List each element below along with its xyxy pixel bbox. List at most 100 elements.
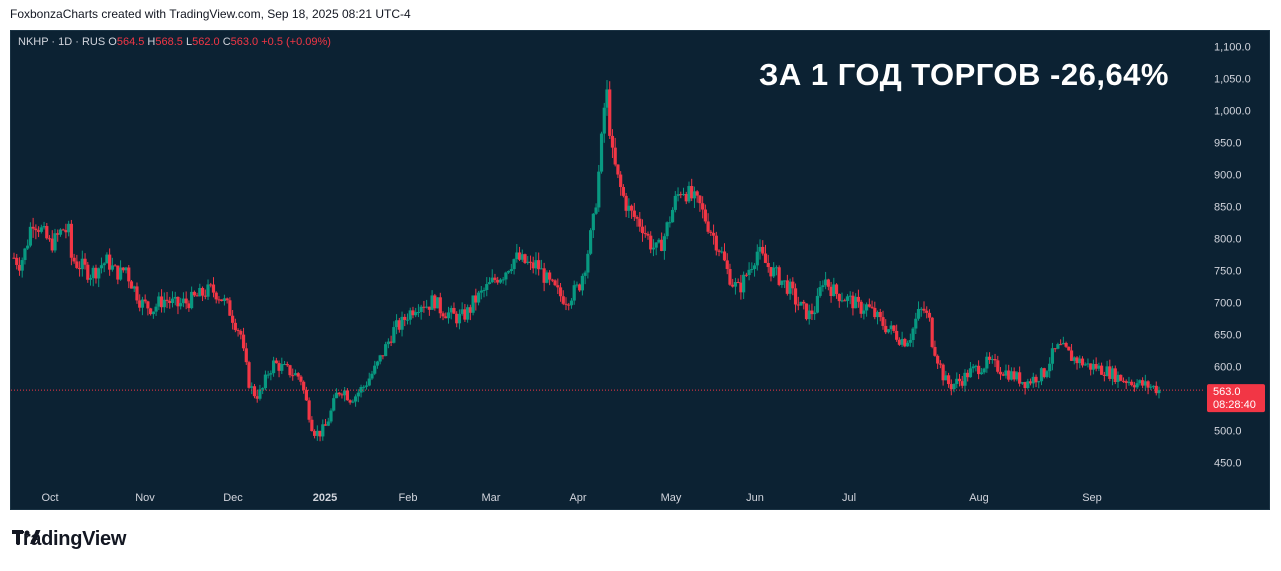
high-value: 568.5 [155,36,183,48]
candle-body [963,372,967,386]
candle-body [389,341,393,343]
candle-body [1053,348,1057,350]
candle-body [1121,380,1126,382]
candle-body [777,267,781,285]
x-tick-label: Sep [1082,492,1102,504]
x-tick-label: Dec [223,492,243,504]
candles [12,80,1161,442]
candle-body [498,279,503,283]
candle-body [348,400,352,403]
candle-body [359,387,363,393]
candle-body [856,296,861,302]
candle-body [337,392,341,395]
candle-body [826,279,830,287]
candle-body [250,386,254,388]
candle-body [1075,357,1079,364]
candle-body [640,226,645,234]
candle-body [15,257,19,265]
high-label: H [147,36,156,48]
candle-body [261,388,265,390]
candle-body [1028,381,1033,384]
candle-body [832,284,836,297]
candle-body [353,396,358,402]
candle-body [925,310,929,313]
candle-body [845,296,850,301]
candle-body [455,313,459,324]
candle-body [173,296,177,299]
tradingview-logo-icon [12,530,41,544]
candle-body [124,267,128,271]
candle-body [149,308,153,315]
candle-body [982,368,986,373]
candle-body [181,298,186,304]
candle-body [430,295,434,310]
candle-body [50,238,54,251]
candlestick-chart[interactable]: 450.0500.0550.0600.0650.0700.0750.0800.0… [11,31,1270,510]
chart-panel[interactable]: 450.0500.0550.0600.0650.0700.0750.0800.0… [10,30,1270,510]
candle-body [793,288,798,305]
candle-body [386,341,390,345]
candle-body [47,238,52,240]
candle-body [657,239,661,243]
candle-body [116,265,120,280]
candle-body [731,284,735,287]
candle-body [310,419,314,432]
candle-body [758,246,762,252]
candle-body [1149,386,1153,388]
candle-body [190,291,194,309]
tradingview-footer[interactable]: TradingView [12,528,126,551]
candle-body [539,268,544,270]
candle-body [214,292,218,300]
candle-body [867,304,871,307]
candle-body [490,277,494,283]
candle-body [39,227,43,232]
candle-body [558,287,563,297]
candle-body [996,360,1000,372]
candle-body [351,401,355,403]
x-tick-label: Aug [969,492,989,504]
candle-body [998,371,1003,375]
candle-body [908,340,912,343]
candle-body [154,306,158,312]
candle-body [80,258,84,270]
candle-body [26,245,30,249]
candle-body [583,272,587,276]
candle-body [91,267,95,278]
ohlc-legend: NKHP · 1D · RUS O564.5 H568.5 L562.0 C56… [18,36,331,48]
candle-body [802,301,806,304]
candle-body [72,257,76,262]
candle-body [944,375,948,381]
price-badge-countdown: 08:28:40 [1213,399,1256,411]
close-label: C [222,36,231,48]
candle-body [400,316,404,330]
candle-body [725,260,729,269]
candle-body [660,239,664,251]
candle-body [881,317,885,326]
candle-body [222,298,227,302]
candle-body [1031,376,1035,384]
chart-headline: ЗА 1 ГОД ТОРГОВ -26,64% [758,57,1169,92]
candle-body [567,304,571,306]
candle-body [649,235,653,250]
candle-body [515,252,519,260]
candle-body [138,300,142,308]
candle-body [873,307,877,318]
candle-body [315,430,319,436]
candle-body [703,209,707,222]
candle-body [717,250,721,252]
candle-body [889,325,893,330]
candle-body [796,304,800,306]
candle-body [1004,370,1008,376]
candle-body [769,267,773,277]
candle-body [949,384,953,390]
candle-body [97,268,101,279]
candle-body [345,390,349,401]
candle-body [110,265,114,270]
candle-body [886,329,891,333]
candle-body [1039,368,1044,382]
candle-body [829,286,833,297]
candle-body [58,229,63,235]
candle-body [690,186,694,199]
candle-body [231,315,235,323]
candle-body [665,222,669,237]
